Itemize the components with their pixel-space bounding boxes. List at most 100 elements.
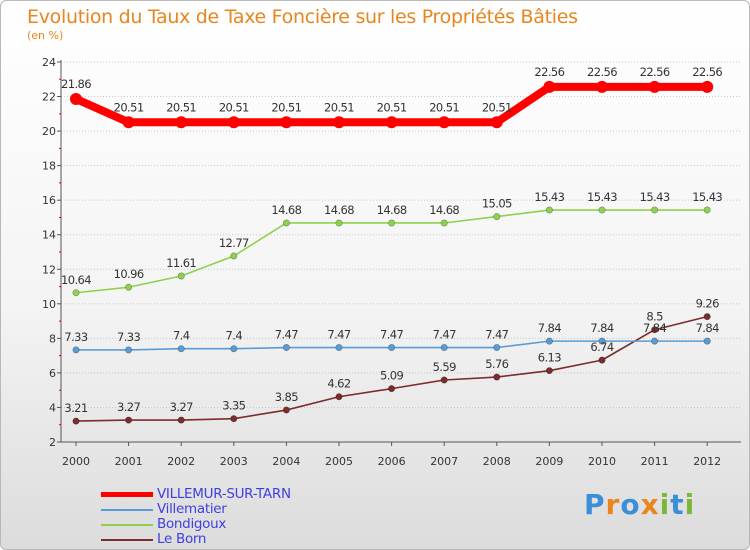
data-label: 10.64 <box>61 273 91 287</box>
data-label: 14.68 <box>271 203 301 217</box>
data-point <box>177 416 185 424</box>
data-point <box>125 346 133 354</box>
logo-letter: r <box>605 488 621 521</box>
data-label: 5.59 <box>433 360 456 374</box>
data-point <box>282 406 290 414</box>
data-point <box>651 326 659 334</box>
data-point <box>333 116 345 129</box>
y-tick-label: 2 <box>49 436 56 449</box>
data-label: 5.76 <box>485 357 508 371</box>
data-label: 7.84 <box>696 321 719 335</box>
data-label: 15.43 <box>640 190 670 204</box>
x-tick-label: 2001 <box>115 455 143 468</box>
chart-unit: (en %) <box>27 29 64 42</box>
y-tick-label: 22 <box>42 91 56 104</box>
y-tick-label: 24 <box>42 56 56 69</box>
data-label: 14.68 <box>429 203 459 217</box>
data-label: 7.84 <box>538 321 561 335</box>
data-point <box>335 344 343 352</box>
data-point <box>335 219 343 227</box>
data-label: 10.96 <box>114 267 144 281</box>
data-point <box>70 92 82 105</box>
data-label: 7.84 <box>643 321 666 335</box>
data-point <box>335 393 343 401</box>
data-label: 7.4 <box>226 329 243 343</box>
data-point <box>598 206 606 214</box>
data-label: 20.51 <box>377 100 407 114</box>
y-tick-label: 18 <box>42 160 56 173</box>
logo-letter: o <box>620 488 641 521</box>
chart-title: Evolution du Taux de Taxe Foncière sur l… <box>27 6 578 28</box>
data-point <box>388 344 396 352</box>
data-label: 20.51 <box>114 100 144 114</box>
legend-label: Villematier <box>157 501 227 517</box>
data-point <box>125 283 133 291</box>
data-point <box>545 367 553 375</box>
data-point <box>701 80 714 93</box>
data-label: 7.47 <box>327 328 350 342</box>
data-point <box>388 219 396 227</box>
data-label: 7.47 <box>433 328 456 342</box>
x-tick-label: 2008 <box>483 455 511 468</box>
data-point <box>388 385 396 393</box>
data-point <box>440 219 448 227</box>
data-label: 12.77 <box>219 236 249 250</box>
data-point <box>651 206 659 214</box>
y-tick-label: 10 <box>42 298 56 311</box>
data-label: 5.09 <box>380 369 403 383</box>
data-label: 14.68 <box>324 203 354 217</box>
y-tick-label: 12 <box>42 263 56 276</box>
data-label: 7.47 <box>380 328 403 342</box>
x-tick-label: 2002 <box>167 455 195 468</box>
x-tick-label: 2004 <box>272 455 300 468</box>
legend-swatch <box>101 539 153 541</box>
legend-swatch <box>101 492 153 497</box>
data-label: 3.21 <box>64 401 87 415</box>
data-point <box>493 373 501 381</box>
data-point <box>545 206 553 214</box>
data-point <box>72 417 80 425</box>
data-label: 22.56 <box>692 65 722 79</box>
data-point <box>651 337 659 345</box>
data-point <box>703 206 711 214</box>
data-label: 20.51 <box>324 100 354 114</box>
data-point <box>598 356 606 364</box>
data-point <box>703 337 711 345</box>
data-label: 7.33 <box>64 330 87 344</box>
data-label: 15.43 <box>692 190 722 204</box>
data-label: 3.27 <box>170 400 193 414</box>
data-point <box>230 415 238 423</box>
data-point <box>230 252 238 260</box>
data-point <box>282 219 290 227</box>
x-tick-label: 2010 <box>588 455 616 468</box>
data-point <box>227 116 240 129</box>
data-label: 20.51 <box>219 100 249 114</box>
data-label: 21.86 <box>61 77 91 91</box>
logo-letter: P <box>584 488 606 521</box>
x-tick-label: 2012 <box>693 455 721 468</box>
data-label: 20.51 <box>429 100 459 114</box>
data-label: 6.13 <box>538 351 561 365</box>
data-label: 3.35 <box>222 399 245 413</box>
data-label: 6.74 <box>590 340 613 354</box>
data-label: 3.85 <box>275 390 298 404</box>
data-label: 9.26 <box>696 297 719 311</box>
data-label: 15.43 <box>534 190 564 204</box>
data-point <box>703 313 711 321</box>
data-point <box>230 345 238 353</box>
logo-letter: i <box>684 488 696 521</box>
data-point <box>438 116 451 129</box>
data-label: 20.51 <box>271 100 301 114</box>
data-label: 7.47 <box>275 328 298 342</box>
data-point <box>385 116 398 129</box>
data-point <box>598 337 606 345</box>
data-label: 15.05 <box>482 197 512 211</box>
y-tick-label: 20 <box>42 125 56 138</box>
data-point <box>648 80 661 93</box>
data-label: 22.56 <box>587 65 617 79</box>
data-label: 14.68 <box>377 203 407 217</box>
data-point <box>72 289 80 297</box>
data-point <box>440 376 448 384</box>
data-point <box>493 213 501 221</box>
